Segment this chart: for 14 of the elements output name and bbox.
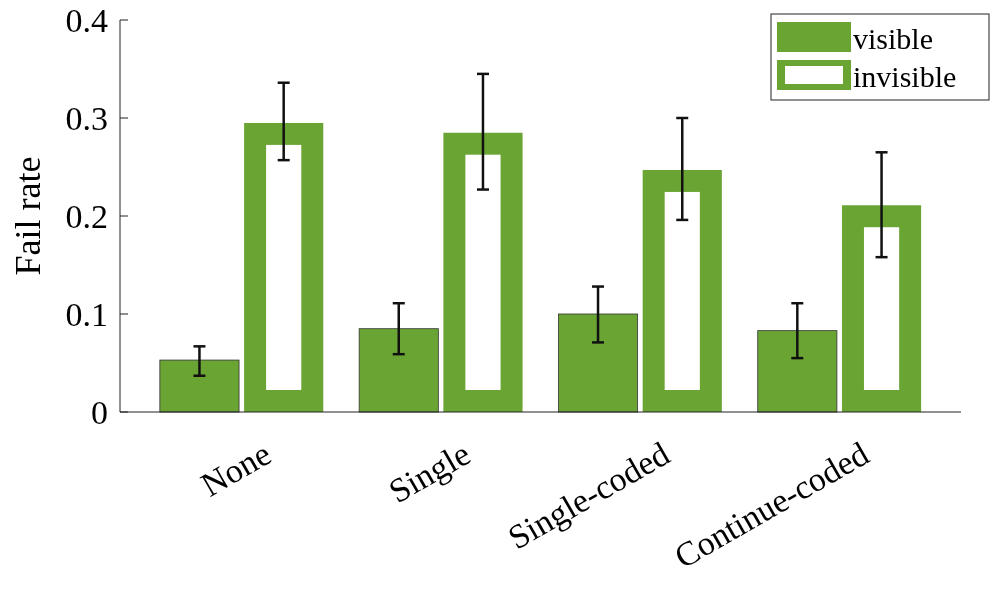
bar — [159, 359, 240, 413]
legend-label: visible — [853, 21, 933, 55]
y-tick-label: 0.2 — [65, 197, 108, 235]
y-tick-label: 0 — [91, 393, 108, 431]
y-tick-label: 0.4 — [65, 1, 108, 39]
y-tick-label: 0.1 — [65, 295, 108, 333]
bar — [358, 328, 439, 413]
bar — [558, 313, 639, 413]
bar — [757, 330, 838, 413]
legend-label: invisible — [853, 59, 957, 93]
y-tick-label: 0.3 — [65, 99, 108, 137]
x-tick-label: None — [194, 434, 277, 504]
y-axis-title: Fail rate — [8, 156, 48, 276]
x-tick-label: Single — [382, 434, 477, 511]
